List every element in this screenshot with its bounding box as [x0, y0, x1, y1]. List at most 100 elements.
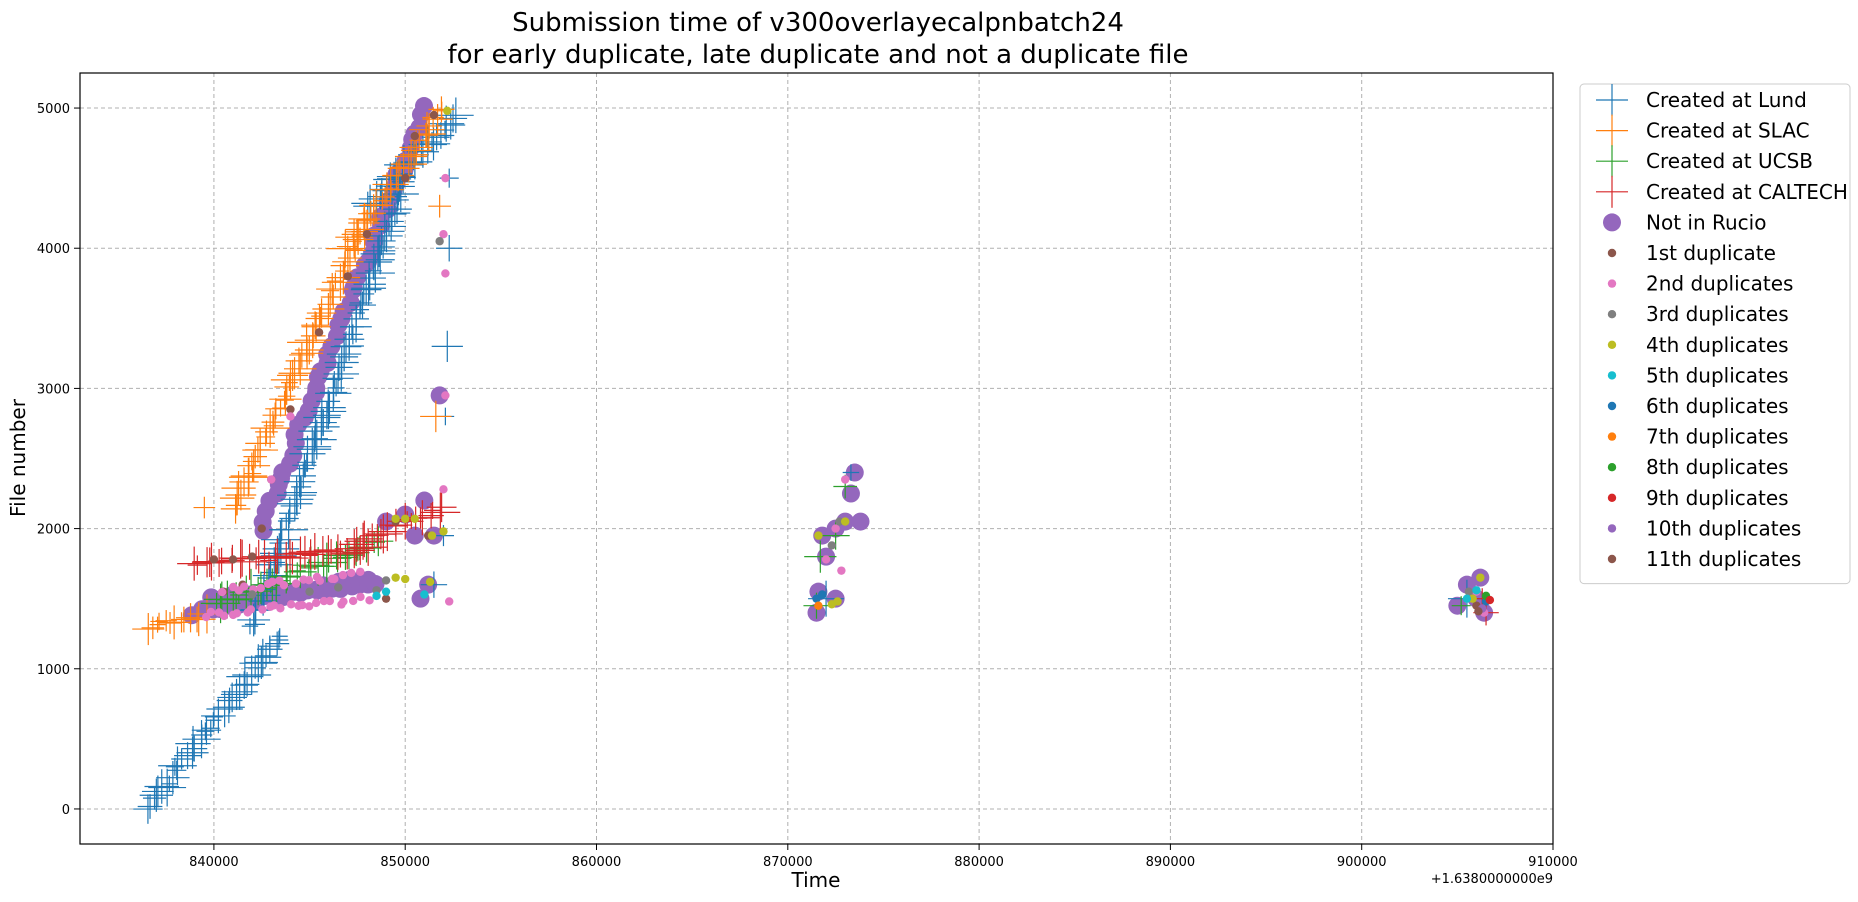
data-point: [404, 500, 440, 536]
data-point: [325, 596, 334, 606]
data-point: [174, 742, 202, 770]
legend-label: Created at SLAC: [1646, 119, 1810, 143]
data-point: [287, 322, 327, 362]
data-point: [438, 104, 468, 133]
data-point: [435, 237, 444, 246]
data-point: [381, 594, 391, 603]
data-point: [205, 548, 234, 577]
data-point: [201, 698, 236, 734]
data-point: [232, 655, 272, 695]
data-point: [381, 587, 391, 596]
data-point: [376, 211, 406, 242]
data-point: [309, 409, 337, 437]
axis-ticks: 840000 850000 860000 870000 880000 890000 9000…: [37, 102, 1578, 870]
data-point: [312, 401, 341, 430]
y-tick-label: 5000: [37, 102, 70, 117]
legend-label: 9th duplicates: [1646, 486, 1789, 510]
data-point: [244, 638, 282, 676]
legend-label: 11th duplicates: [1646, 547, 1801, 571]
data-point: [439, 230, 448, 239]
data-point: [818, 590, 827, 599]
data-point: [420, 571, 448, 598]
data-point: [334, 583, 343, 592]
data-point: [283, 352, 317, 386]
data-point: [353, 283, 375, 305]
data-point: [181, 735, 208, 762]
data-point: [339, 597, 348, 606]
data-point: [410, 514, 419, 523]
data-point: [431, 330, 463, 362]
data-point: [217, 682, 247, 713]
data-point: [837, 566, 846, 575]
data-point: [141, 616, 165, 640]
data-point: [318, 538, 344, 564]
data-point: [833, 597, 842, 606]
data-point: [148, 768, 187, 807]
legend-marker: [1607, 248, 1617, 258]
data-point: [438, 97, 474, 134]
data-point: [391, 573, 400, 582]
data-point: [370, 219, 403, 253]
plot-frame: [79, 72, 1554, 845]
data-point: [271, 628, 288, 645]
chart-title-line1: Submission time of v300overlayecalpnbatc…: [512, 8, 1124, 38]
data-point: [374, 206, 404, 237]
data-point: [427, 531, 437, 540]
legend-marker: [1607, 279, 1617, 288]
data-point: [181, 602, 216, 637]
plot-data: [132, 96, 1499, 824]
data-point: [319, 596, 329, 606]
data-point: [268, 577, 277, 586]
data-point: [221, 673, 258, 710]
data-point: [291, 579, 301, 588]
data-point: [259, 538, 296, 575]
data-point: [250, 408, 290, 448]
data-point: [239, 644, 278, 683]
data-point: [401, 173, 410, 183]
data-point: [286, 600, 296, 609]
data-point: [187, 555, 208, 575]
data-point: [277, 512, 295, 530]
data-point: [296, 432, 332, 467]
x-tick-label: 850000: [380, 855, 430, 870]
data-point: [313, 556, 334, 577]
series-11: [814, 601, 823, 610]
data-point: [206, 690, 243, 728]
data-point: [827, 541, 837, 550]
legend-marker: [1603, 213, 1621, 232]
data-point: [399, 140, 429, 169]
y-tick-label: 0: [62, 803, 70, 818]
data-point: [356, 592, 365, 602]
data-point: [840, 475, 850, 484]
data-point: [285, 347, 313, 375]
data-point: [345, 210, 385, 250]
legend-marker: [1607, 401, 1617, 411]
data-point: [326, 272, 344, 290]
data-point: [283, 536, 318, 571]
legend-item: 8th duplicates: [1607, 455, 1789, 479]
legend-marker: [1607, 524, 1617, 533]
y-axis-label: File number: [6, 398, 30, 517]
x-tick-label: 860000: [572, 855, 622, 870]
y-tick-label: 3000: [37, 382, 70, 397]
chart-title-line2: for early duplicate, late duplicate and …: [447, 40, 1188, 70]
legend-label: 1st duplicate: [1646, 241, 1776, 265]
data-point: [336, 235, 359, 258]
data-point: [362, 234, 396, 268]
legend-item: 9th duplicates: [1607, 486, 1789, 510]
data-point: [261, 410, 285, 434]
legend-item: 4th duplicates: [1607, 333, 1789, 357]
x-tick-label: 900000: [1337, 855, 1387, 870]
legend-marker: [1596, 175, 1628, 208]
x-tick-label: 880000: [954, 855, 1004, 870]
data-point: [326, 336, 362, 372]
x-tick-label: 870000: [763, 855, 813, 870]
x-tick-label: 840000: [189, 855, 239, 870]
legend-label: 10th duplicates: [1646, 516, 1801, 540]
legend-box: [1579, 83, 1851, 585]
data-point: [311, 598, 321, 608]
data-point: [372, 166, 409, 203]
legend-marker: [1596, 114, 1628, 147]
data-point: [298, 414, 333, 449]
